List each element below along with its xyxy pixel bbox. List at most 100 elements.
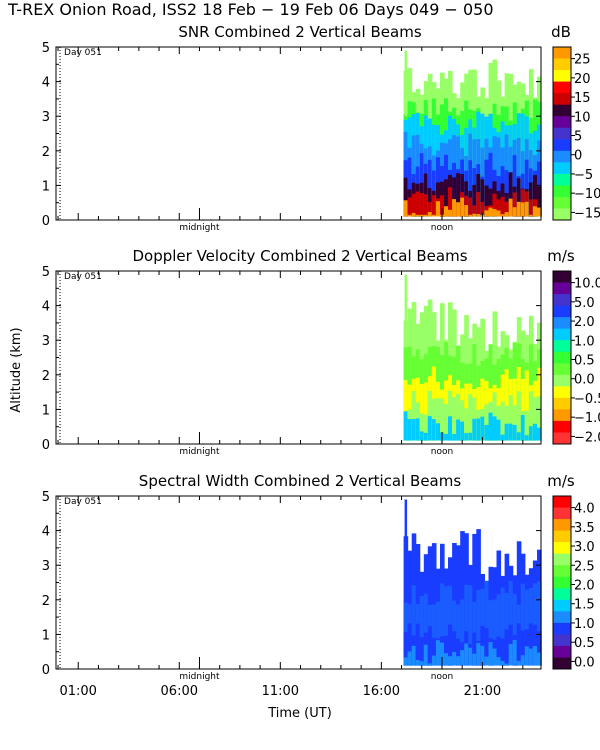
echo-cell — [435, 423, 441, 441]
echo-cell — [452, 651, 457, 666]
colorbar-swatch — [553, 576, 571, 589]
echo-cell — [532, 175, 538, 217]
echo-cell — [516, 432, 522, 441]
echo-cell — [496, 636, 502, 666]
echo-cell — [419, 214, 425, 217]
echo-cell — [516, 178, 522, 217]
colorbar-tick-label: 0 — [574, 149, 582, 164]
echo-cell — [500, 214, 506, 217]
echo-cell — [488, 642, 494, 666]
day-label: Day 051 — [64, 48, 102, 58]
colorbar-swatch — [553, 645, 571, 658]
echo-cell — [516, 541, 522, 666]
midnight-label: midnight — [179, 672, 220, 682]
colorbar-tick-label: 4.0 — [574, 502, 595, 517]
echo-cell — [431, 604, 437, 666]
echo-cell — [512, 639, 518, 666]
echo-cell — [403, 657, 409, 666]
echo-cell — [419, 595, 425, 666]
echo-cell — [468, 432, 473, 441]
y-tick-label: 5 — [42, 41, 50, 56]
echo-cell — [476, 590, 481, 666]
echo-cell — [500, 638, 506, 666]
echo-cell — [419, 384, 425, 441]
colorbar-swatch — [553, 196, 571, 209]
noon-label: noon — [431, 672, 453, 682]
colorbar-swatch — [553, 185, 571, 198]
colorbar-swatch — [553, 47, 571, 59]
echo-cell — [472, 533, 477, 666]
echo-cell — [508, 644, 514, 666]
echo-cell — [516, 623, 522, 666]
echo-cell — [444, 586, 449, 666]
echo-cell — [492, 599, 498, 666]
colorbar-swatch — [553, 496, 571, 508]
echo-cell — [500, 660, 506, 666]
echo-cell — [460, 650, 465, 666]
y-axis-label: Altitude (km) — [9, 327, 24, 412]
echo-cell — [419, 413, 425, 441]
echo-cell — [404, 50, 408, 117]
panel-1: SNR Combined 2 Vertical Beams dB 0 1 2 3 4 5 mid… — [42, 23, 600, 233]
echo-cell — [460, 421, 465, 441]
echo-cell — [415, 623, 421, 666]
echo-cell — [480, 625, 485, 666]
echo-cell — [480, 416, 485, 441]
echo-cell — [520, 655, 526, 666]
y-tick-label: 3 — [42, 110, 50, 125]
echo-cell — [407, 157, 413, 217]
echo-cell — [423, 432, 429, 441]
x-tick-labels: 01:00 06:00 11:00 16:00 21:00 — [59, 684, 501, 699]
echo-cell — [460, 599, 465, 666]
colorbar-frame — [552, 46, 572, 221]
echo-cell — [456, 638, 461, 666]
echo-cell — [415, 191, 421, 217]
colorbar-tick-label: 0.0 — [574, 655, 595, 670]
x-tick-label: 16:00 — [363, 684, 400, 699]
echo-cell — [435, 640, 441, 666]
echo-cell — [403, 380, 409, 441]
colorbar-tick-label: 3.0 — [574, 540, 595, 555]
colorbar-swatch — [553, 409, 571, 422]
colorbar-unit: m/s — [547, 247, 575, 265]
echo-cell — [532, 397, 538, 441]
echo-cell — [508, 395, 514, 441]
echo-cell — [448, 187, 453, 217]
colorbar-swatch — [553, 340, 571, 353]
echo-cell — [532, 423, 538, 441]
echo-cell — [452, 434, 457, 441]
echo-cell — [411, 391, 417, 441]
colorbar-swatch — [553, 397, 571, 410]
echo-cell — [404, 274, 408, 341]
echo-cell — [504, 405, 510, 441]
echo-cell — [452, 177, 457, 217]
echo-cell — [444, 434, 449, 441]
echo-cell — [468, 197, 473, 217]
colorbar-tick-label: 0.5 — [574, 636, 595, 651]
echo-cell — [508, 581, 514, 666]
echo-cell — [476, 643, 481, 666]
echo-cell — [404, 499, 408, 566]
echo-cell — [528, 426, 534, 441]
echo-cell — [460, 197, 465, 217]
echo-cell — [440, 642, 445, 666]
echo-cell — [464, 205, 469, 217]
colorbar-swatch — [553, 139, 571, 152]
echo-cell — [537, 186, 542, 217]
echo-cell — [512, 593, 518, 666]
echo-cell — [452, 631, 457, 666]
echo-cell — [537, 207, 542, 217]
echo-cell — [488, 412, 494, 441]
echo-cell — [423, 644, 429, 666]
echo-cell — [480, 645, 485, 666]
echo-cell — [468, 214, 473, 217]
echo-cell — [520, 583, 526, 666]
echo-cell — [512, 192, 518, 217]
echo-cell — [492, 193, 498, 217]
colorbar-unit: m/s — [547, 472, 575, 490]
echo-cell — [524, 410, 530, 441]
day-label: Day 051 — [64, 272, 102, 282]
colorbar-swatch — [553, 553, 571, 566]
echo-cell — [484, 628, 489, 666]
